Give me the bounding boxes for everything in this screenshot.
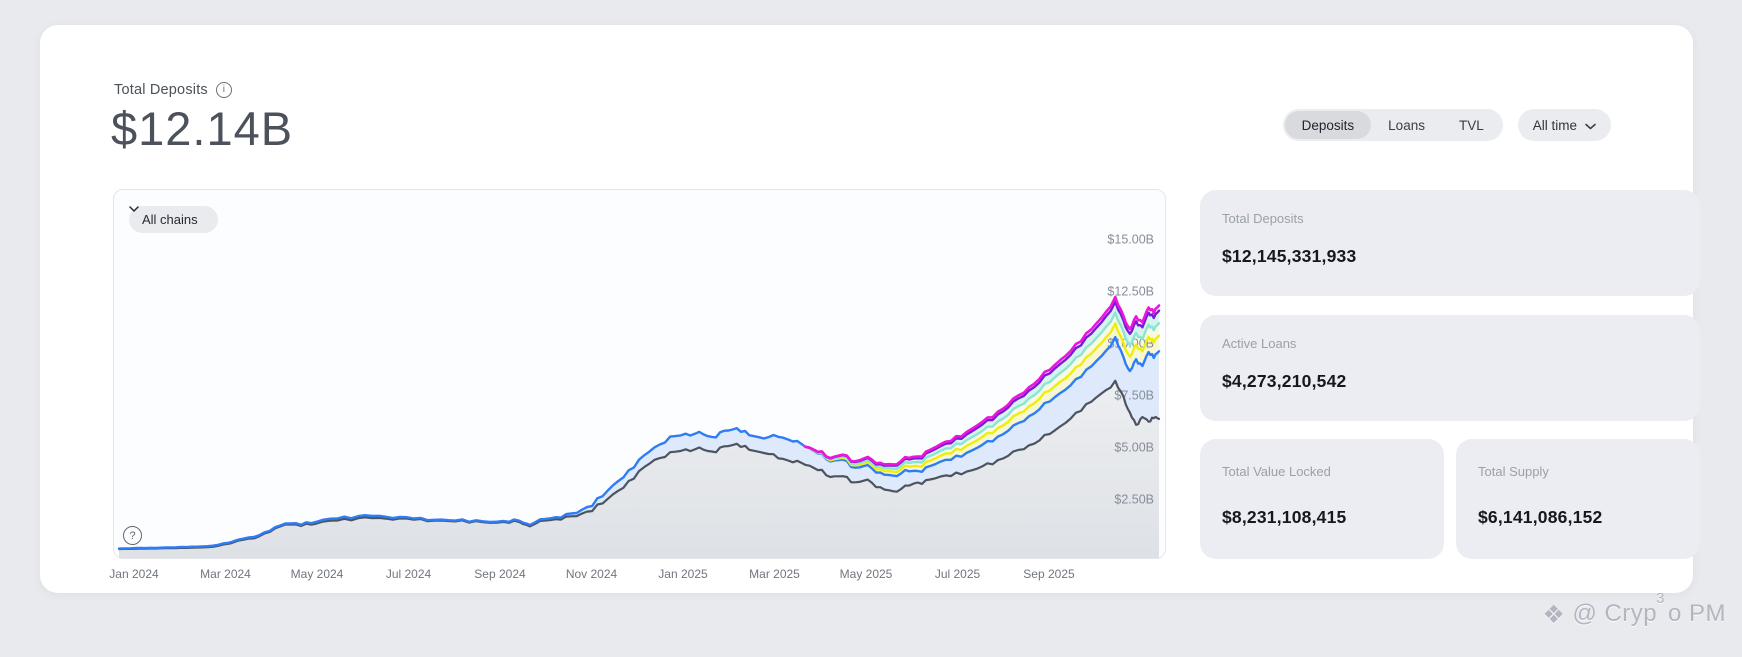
x-axis-tick: Sep 2025 <box>1023 567 1075 581</box>
info-icon[interactable]: i <box>215 82 232 98</box>
chart-series-chain-2-blue <box>117 335 1161 550</box>
diamond-icon: ❖ <box>1542 601 1566 629</box>
chart-series-total-magenta <box>804 295 1161 466</box>
tab-deposits[interactable]: Deposits <box>1284 111 1372 139</box>
stat-card-total-deposits: Total Deposits $12,145,331,933 <box>1200 190 1700 296</box>
x-axis-tick: May 2025 <box>839 567 893 581</box>
metric-segmented-control: Deposits Loans TVL <box>1282 109 1503 141</box>
time-range-button[interactable]: All time <box>1517 109 1611 141</box>
chart-series-chain-3-yellow <box>804 322 1161 474</box>
stat-label: Total Supply <box>1478 464 1549 479</box>
chain-filter-label: All chains <box>142 212 198 227</box>
tab-loans[interactable]: Loans <box>1388 117 1425 133</box>
chart-series-chain-4-mint <box>804 311 1161 471</box>
stat-label: Total Value Locked <box>1222 464 1331 479</box>
stat-value: $8,231,108,415 <box>1222 507 1347 527</box>
stat-value: $6,141,086,152 <box>1478 507 1603 527</box>
page-title-row: Total Deposits i <box>114 82 232 98</box>
page-title: Total Deposits <box>114 82 208 98</box>
headline-value: $12.14B <box>111 102 294 155</box>
deposits-chart[interactable]: $2.50B$5.00B$7.50B$10.00B$12.50B$15.00B <box>114 190 1166 559</box>
y-axis-tick: $12.50B <box>1107 285 1154 299</box>
stat-label: Total Deposits <box>1222 211 1304 226</box>
dashboard-card: Total Deposits i $12.14B Deposits Loans … <box>40 25 1700 593</box>
tab-tvl[interactable]: TVL <box>1458 117 1484 133</box>
y-axis-tick: $5.00B <box>1114 441 1154 455</box>
chevron-down-icon <box>1585 118 1596 133</box>
x-axis-tick: Sep 2024 <box>474 567 526 581</box>
x-axis-tick: Nov 2024 <box>565 567 618 581</box>
chart-fill-chain-1-gray <box>119 380 1159 558</box>
x-axis-tick: Mar 2024 <box>200 567 251 581</box>
x-axis: Jan 2024 Mar 2024 May 2024 Jul 2024 Sep 2024… <box>109 567 1166 583</box>
stat-card-total-value-locked: Total Value Locked $8,231,108,415 <box>1200 439 1444 559</box>
stat-label: Active Loans <box>1222 336 1297 351</box>
time-range-label: All time <box>1532 117 1577 133</box>
x-axis-tick: Mar 2025 <box>749 567 800 581</box>
stat-value: $12,145,331,933 <box>1222 246 1357 266</box>
stat-value: $4,273,210,542 <box>1222 371 1347 391</box>
deposits-chart-panel: $2.50B $5.00B $7.50B $10.00B $12.50B $15.00B … <box>113 189 1166 559</box>
help-icon[interactable]: ? <box>123 526 142 545</box>
x-axis-tick: Jul 2025 <box>934 567 981 581</box>
x-axis-tick: May 2024 <box>290 567 344 581</box>
x-axis-tick: Jan 2025 <box>658 567 708 581</box>
watermark-text: @ Cryp3o PM <box>1572 590 1726 627</box>
x-axis-tick: Jan 2024 <box>109 567 159 581</box>
x-axis-tick: Jul 2024 <box>385 567 432 581</box>
chain-filter-button[interactable]: All chains <box>129 206 218 233</box>
stat-card-total-supply: Total Supply $6,141,086,152 <box>1456 439 1700 559</box>
y-axis-tick: $15.00B <box>1107 233 1154 247</box>
y-axis-tick: $2.50B <box>1114 493 1154 507</box>
stat-card-active-loans: Active Loans $4,273,210,542 <box>1200 315 1700 421</box>
top-controls: Deposits Loans TVL All time <box>1282 109 1611 141</box>
watermark: ❖ @ Cryp3o PM <box>1542 590 1726 629</box>
